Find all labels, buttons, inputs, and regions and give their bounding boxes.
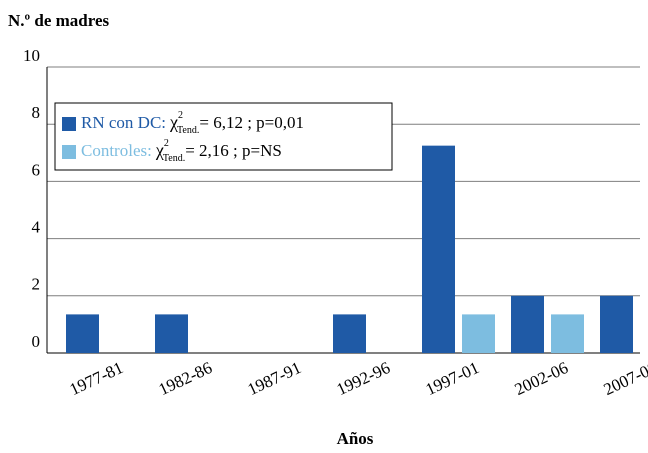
- legend-sub: Tend.: [177, 125, 199, 136]
- bar: [462, 314, 495, 353]
- y-tick-label: 8: [32, 103, 41, 122]
- legend-sub: Tend.: [163, 153, 185, 164]
- y-tick-label: 4: [32, 218, 41, 237]
- bar: [66, 314, 99, 353]
- legend-box: [54, 102, 393, 171]
- legend-swatch: [62, 117, 76, 131]
- x-axis-label: Años: [337, 429, 374, 448]
- legend-series-name: RN con DC:: [81, 113, 166, 132]
- x-tick-label: 1987-91: [245, 358, 304, 399]
- x-tick-label: 1992-96: [334, 358, 393, 399]
- legend-symbol: χ: [155, 140, 164, 160]
- x-tick-label: 2007-08: [601, 358, 648, 399]
- x-tick-label: 1982-86: [156, 358, 215, 399]
- legend-stat: = 6,12 ; p=0,01: [199, 113, 304, 132]
- legend-stat: = 2,16 ; p=NS: [185, 141, 282, 160]
- bar: [333, 314, 366, 353]
- bar: [600, 295, 633, 353]
- y-tick-label: 2: [32, 275, 41, 294]
- x-tick-label: 1997-01: [423, 358, 482, 399]
- y-tick-label: 6: [32, 160, 41, 179]
- bar: [511, 295, 544, 353]
- legend-sup: 2: [178, 110, 183, 121]
- x-tick-label: 2002-06: [512, 358, 571, 399]
- bar: [422, 145, 455, 353]
- y-tick-label: 0: [32, 332, 41, 351]
- x-tick-label: 1977-81: [67, 358, 126, 399]
- legend-swatch: [62, 145, 76, 159]
- chart-title: N.º de madres: [8, 11, 110, 30]
- legend-sup: 2: [164, 138, 169, 149]
- legend-entry: RN con DC: χ2 Tend.= 6,12 ; p=0,01: [81, 110, 304, 136]
- legend-series-name: Controles:: [81, 141, 152, 160]
- bar: [551, 314, 584, 353]
- legend-symbol: χ: [169, 112, 178, 132]
- y-tick-label: 10: [23, 46, 40, 65]
- legend-entry: Controles: χ2 Tend.= 2,16 ; p=NS: [81, 138, 282, 164]
- bar: [155, 314, 188, 353]
